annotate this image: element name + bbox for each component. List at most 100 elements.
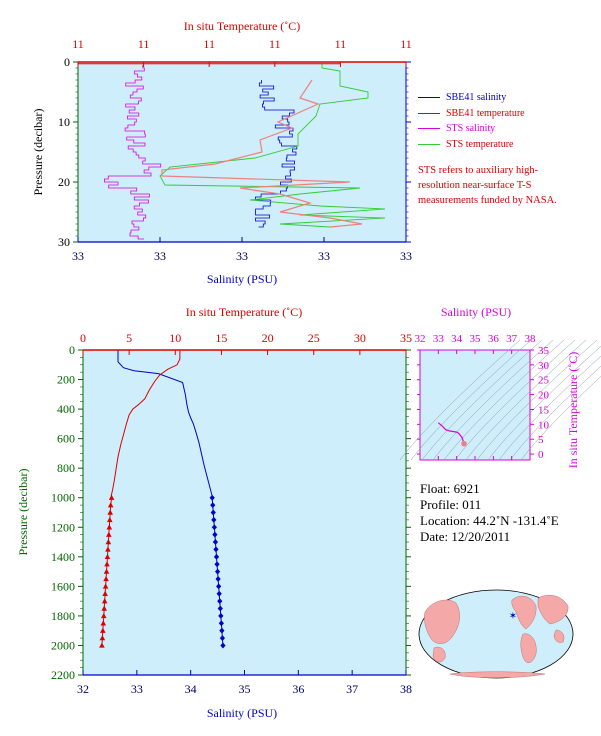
ts-temperature-tick-label: 30 bbox=[538, 360, 550, 372]
profile-bottom-axis-title: Salinity (PSU) bbox=[207, 706, 277, 720]
surface-legend: SBE41 salinity SBE41 temperature STS sal… bbox=[418, 90, 525, 152]
surface-bottom-tick-label: 33 bbox=[72, 249, 84, 263]
temperature-point bbox=[99, 642, 105, 648]
pressure-tick-label: 400 bbox=[57, 402, 75, 416]
salinity-point bbox=[210, 509, 216, 516]
salinity-point bbox=[211, 516, 217, 523]
profile-number: Profile: 011 bbox=[420, 497, 482, 512]
pressure-tick-label: 800 bbox=[57, 461, 75, 475]
temperature-tick-label: 10 bbox=[169, 331, 181, 345]
pressure-tick-label: 1000 bbox=[51, 491, 75, 505]
pressure-tick-label: 2000 bbox=[51, 638, 75, 652]
temperature-tick-label: 5 bbox=[126, 331, 132, 345]
surface-bottom-axis-title: Salinity (PSU) bbox=[207, 272, 277, 286]
temperature-point bbox=[107, 509, 114, 515]
ts-traces bbox=[437, 422, 467, 447]
salinity-point bbox=[211, 524, 217, 531]
ts-temperature-tick-label: 10 bbox=[538, 419, 550, 431]
salinity-profile-line bbox=[117, 350, 213, 497]
surface-bottom-tick-label: 33 bbox=[318, 249, 330, 263]
panel-surface: 11 11 11 11 11 11 33 33 33 33 33 0 10 20 30 In situ Te… bbox=[31, 19, 412, 286]
surface-pressure-tick-label: 10 bbox=[58, 115, 70, 129]
salinity-point bbox=[213, 546, 219, 553]
surface-top-tick-label: 11 bbox=[335, 37, 347, 51]
legend-item-sts-temperature: STS temperature bbox=[418, 137, 525, 153]
temperature-point bbox=[101, 605, 108, 611]
ts-temperature-tick-label: 15 bbox=[538, 404, 550, 416]
ts-density-contours bbox=[399, 339, 601, 461]
temperature-tick-label: 15 bbox=[215, 331, 227, 345]
ts-curve bbox=[437, 422, 465, 444]
surface-pressure-tick-label: 0 bbox=[64, 55, 70, 69]
pressure-tick-label: 1200 bbox=[51, 520, 75, 534]
density-contour bbox=[520, 376, 601, 461]
salinity-point bbox=[214, 568, 221, 575]
pressure-tick-label: 1600 bbox=[51, 579, 75, 593]
panel-profile: 32 33 34 35 36 37 38 0 5 10 15 20 25 30 35 0 200 400 600 80… bbox=[16, 305, 412, 720]
ts-salinity-tick-label: 32 bbox=[415, 333, 426, 345]
surface-bottom-tick-label: 33 bbox=[236, 249, 248, 263]
salinity-tick-label: 33 bbox=[131, 682, 143, 696]
salinity-point bbox=[212, 539, 219, 546]
temperature-point bbox=[104, 553, 111, 560]
ts-salinity-tick-label: 37 bbox=[506, 333, 518, 345]
sts-temperature-trace bbox=[159, 63, 386, 228]
temperature-tick-label: 30 bbox=[354, 331, 366, 345]
surface-pressure-tick-label: 30 bbox=[58, 235, 70, 249]
world-map: ✶ bbox=[418, 589, 574, 679]
legend-label: STS temperature bbox=[446, 138, 514, 150]
profile-top-axis-title: In situ Temperature (˚C) bbox=[186, 305, 303, 319]
temperature-profile-line bbox=[110, 350, 181, 497]
profile-date: Date: 12/20/2011 bbox=[420, 529, 511, 544]
legend-label: SBE41 temperature bbox=[446, 107, 525, 119]
pressure-tick-label: 600 bbox=[57, 432, 75, 446]
density-contour bbox=[399, 339, 521, 461]
pressure-tick-label: 0 bbox=[69, 343, 75, 357]
salinity-point bbox=[217, 605, 223, 612]
profile-plot-area bbox=[83, 350, 406, 675]
temperature-point bbox=[105, 539, 112, 545]
sbe41-salinity-trace bbox=[255, 80, 298, 228]
ts-temperature-tick-label: 25 bbox=[538, 375, 550, 387]
surface-y-axis-title: Pressure (decibar) bbox=[31, 109, 45, 196]
ts-right-axis-title: In situ Temperature (˚C) bbox=[566, 352, 580, 469]
ts-temperature-tick-label: 20 bbox=[538, 390, 550, 402]
float-id: Float: 6921 bbox=[420, 481, 480, 496]
salinity-point bbox=[219, 635, 226, 642]
salinity-point bbox=[219, 627, 225, 634]
legend-swatch bbox=[418, 112, 440, 114]
profile-y-axis-title: Pressure (decibar) bbox=[16, 469, 30, 556]
surface-bottom-tick-label: 33 bbox=[400, 249, 412, 263]
salinity-point bbox=[214, 561, 220, 568]
surface-top-tick-label: 11 bbox=[400, 37, 412, 51]
temperature-point bbox=[104, 561, 110, 567]
salinity-point bbox=[217, 598, 223, 605]
density-contour bbox=[487, 345, 601, 461]
salinity-tick-label: 37 bbox=[346, 682, 358, 696]
salinity-tick-label: 38 bbox=[400, 682, 412, 696]
ts-deep-cluster bbox=[461, 440, 467, 447]
density-contour bbox=[465, 339, 587, 461]
temperature-point bbox=[106, 531, 112, 537]
surface-top-tick-label: 11 bbox=[269, 37, 281, 51]
temperature-tick-label: 20 bbox=[262, 331, 274, 345]
surface-top-axis-title: In situ Temperature (˚C) bbox=[184, 19, 301, 33]
sbe41-temperature-trace bbox=[161, 79, 363, 228]
legend-item-sbe41-salinity: SBE41 salinity bbox=[418, 90, 525, 106]
legend-swatch bbox=[418, 128, 440, 130]
density-contour bbox=[432, 339, 554, 461]
pressure-tick-label: 1400 bbox=[51, 550, 75, 564]
temperature-point bbox=[106, 516, 113, 523]
ts-plot-area bbox=[419, 349, 531, 461]
float-location: Location: 44.2˚N -131.4˚E bbox=[420, 513, 559, 528]
salinity-tick-label: 36 bbox=[292, 682, 304, 696]
surface-plot-area bbox=[78, 62, 406, 242]
temperature-tick-label: 25 bbox=[308, 331, 320, 345]
pressure-tick-label: 2200 bbox=[51, 668, 75, 682]
temperature-point bbox=[99, 635, 106, 641]
legend-swatch bbox=[418, 143, 440, 145]
surface-ticks: 11 11 11 11 11 11 33 33 33 33 33 0 10 20 30 bbox=[58, 37, 412, 263]
density-contour bbox=[509, 365, 601, 461]
legend-label: STS salinity bbox=[446, 123, 496, 134]
